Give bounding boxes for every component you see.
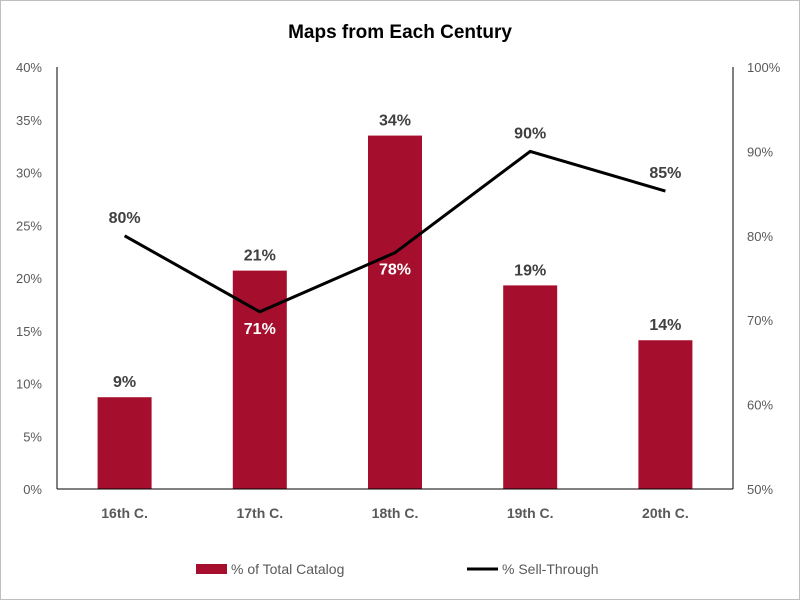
bar — [232, 270, 287, 489]
right-tick-label: 80% — [747, 229, 773, 244]
left-tick-label: 40% — [16, 60, 42, 75]
bar — [503, 285, 558, 489]
legend-bar-label: % of Total Catalog — [231, 561, 344, 577]
line-data-label: 85% — [649, 165, 681, 182]
data-labels: 9% 21% 34% 19% 14% 80% 71% 78% 90% 85% — [109, 113, 682, 392]
bar — [638, 340, 693, 489]
left-tick-label: 35% — [16, 113, 42, 128]
left-tick-label: 20% — [16, 271, 42, 286]
legend-line-label: % Sell-Through — [502, 561, 599, 577]
bar-data-label: 34% — [379, 113, 411, 130]
left-tick-label: 0% — [23, 482, 42, 497]
left-tick-label: 25% — [16, 218, 42, 233]
right-axis-ticks: 50% 60% 70% 80% 90% 100% — [747, 60, 781, 497]
legend-bar-swatch — [196, 564, 227, 574]
bar-data-label: 19% — [514, 262, 546, 279]
legend: % of Total Catalog % Sell-Through — [196, 561, 599, 577]
category-label: 18th C. — [372, 505, 419, 521]
left-tick-label: 30% — [16, 166, 42, 181]
chart-title: Maps from Each Century — [288, 22, 512, 43]
category-label: 20th C. — [642, 505, 689, 521]
bar-data-label: 9% — [113, 374, 136, 391]
line-data-label: 90% — [514, 125, 546, 142]
bar-data-label: 21% — [244, 248, 276, 265]
category-labels: 16th C. 17th C. 18th C. 19th C. 20th C. — [101, 505, 688, 521]
bar — [97, 397, 152, 489]
line-data-label: 78% — [379, 262, 411, 279]
right-tick-label: 50% — [747, 482, 773, 497]
left-tick-label: 15% — [16, 324, 42, 339]
line-series — [123, 149, 666, 314]
category-label: 17th C. — [236, 505, 283, 521]
line-data-label: 80% — [109, 210, 141, 227]
bar-data-label: 14% — [649, 317, 681, 334]
right-tick-label: 100% — [747, 60, 781, 75]
left-tick-label: 10% — [16, 377, 42, 392]
right-tick-label: 70% — [747, 313, 773, 328]
right-tick-label: 90% — [747, 144, 773, 159]
left-axis-ticks: 0% 5% 10% 15% 20% 25% 30% 35% 40% — [16, 60, 42, 497]
bar-series — [97, 135, 693, 489]
left-tick-label: 5% — [23, 429, 42, 444]
line-data-label: 71% — [244, 321, 276, 338]
right-tick-label: 60% — [747, 398, 773, 413]
category-label: 16th C. — [101, 505, 148, 521]
plot-axes — [56, 67, 734, 490]
category-label: 19th C. — [507, 505, 554, 521]
bar — [368, 135, 422, 489]
